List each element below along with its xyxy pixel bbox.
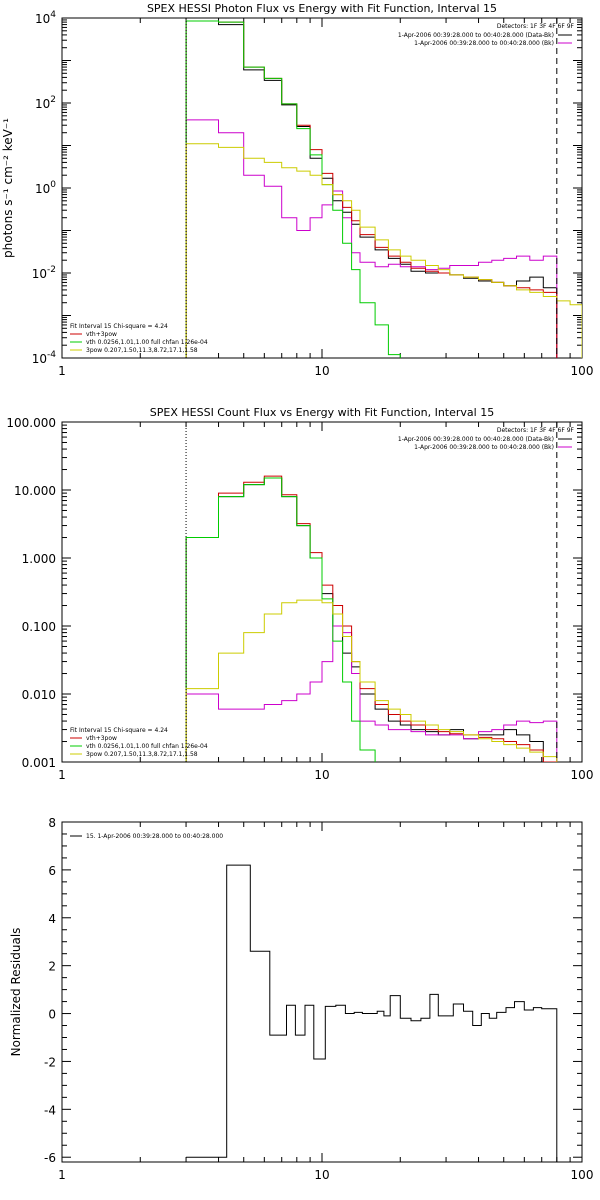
y-tick-label: 10-4	[32, 350, 57, 366]
x-tick-label: 10	[314, 1168, 329, 1182]
y-tick-label: -6	[44, 1151, 56, 1165]
x-tick-label: 10	[314, 768, 329, 782]
y-tick-base: 10	[32, 267, 47, 281]
y-axis-label: photons s⁻¹ cm⁻² keV⁻¹	[1, 118, 15, 258]
series-vth	[185, 20, 401, 358]
series-3pow	[185, 143, 582, 358]
legend-left-text: 3pow 0.207,1.50,11.3,8.72,17.1,1.58	[86, 751, 198, 758]
y-tick-label: 8	[48, 816, 56, 830]
plot-frame	[61, 17, 583, 359]
fit-summary-label: Fit Interval 15 Chi-square = 4.24	[70, 323, 168, 330]
x-tick-label: 10	[314, 364, 329, 378]
x-tick-label: 100	[571, 768, 594, 782]
series-group	[185, 20, 582, 358]
y-tick-base: 10	[35, 12, 50, 26]
y-tick-label: 2	[48, 960, 56, 974]
y-tick-label: -4	[44, 1103, 56, 1117]
y-tick-exponent: 4	[50, 10, 56, 20]
y-tick-label: 4	[48, 912, 56, 926]
series-vth-3pow	[185, 20, 558, 358]
chart-panel-3: 1 10 100 -6 -4 -2 0 2 4 6 8 Normalized Residuals 15.…	[9, 816, 593, 1182]
detectors-label: Detectors: 1F 3F 4F 6F 9F	[497, 23, 575, 30]
y-tick-label: 10.000	[14, 484, 56, 498]
y-tick-label: 10-2	[32, 265, 56, 281]
series-15-1-apr-2006-00-39-28-000-to-00-40-28-000	[186, 864, 558, 1162]
chart-title: SPEX HESSI Photon Flux vs Energy with Fi…	[147, 2, 497, 15]
chart-title: SPEX HESSI Count Flux vs Energy with Fit…	[150, 406, 494, 419]
y-tick-exponent: -2	[47, 265, 56, 275]
chart-panel-1: SPEX HESSI Photon Flux vs Energy with Fi…	[1, 2, 593, 378]
legend-left-text: vth+3pow	[86, 331, 117, 338]
y-tick-label: 6	[48, 864, 56, 878]
series-group	[185, 475, 558, 762]
legend-right-text: 1-Apr-2006 00:39:28.000 to 00:40:28.000 …	[398, 436, 554, 443]
legend-right-text: 1-Apr-2006 00:39:28.000 to 00:40:28.000 …	[414, 444, 554, 451]
plot-frame	[61, 821, 583, 1163]
y-tick-label: 100	[35, 180, 56, 196]
y-tick-label: 0.100	[22, 620, 56, 634]
legend-left-text: vth+3pow	[86, 735, 117, 742]
y-tick-label: 104	[35, 10, 56, 26]
series-data-bk	[185, 477, 558, 762]
legend-right-text: 1-Apr-2006 00:39:28.000 to 00:40:28.000 …	[414, 40, 554, 47]
y-tick-exponent: -4	[47, 350, 56, 360]
y-tick-exponent: 2	[50, 95, 56, 105]
x-tick-label: 1	[58, 364, 66, 378]
y-tick-exponent: 0	[50, 180, 56, 190]
legend-left-text: 15. 1-Apr-2006 00:39:28.000 to 00:40:28.…	[86, 833, 223, 840]
legend-left-text: 3pow 0.207,1.50,11.3,8.72,17.1,1.58	[86, 347, 198, 354]
y-tick-label: 100.000	[6, 416, 56, 430]
legend-left-text: vth 0.0256,1.01,1.00 full chfan 1.26e-04	[86, 339, 208, 346]
x-tick-label: 1	[58, 768, 66, 782]
detectors-label: Detectors: 1F 3F 4F 6F 9F	[497, 427, 575, 434]
y-tick-label: 1.000	[22, 552, 56, 566]
x-tick-label: 1	[58, 1168, 66, 1182]
legend-left-text: vth 0.0256,1.01,1.00 full chfan 1.26e-04	[86, 743, 208, 750]
series-data-bk	[185, 20, 558, 358]
y-tick-label: 102	[35, 95, 56, 111]
fit-summary-label: Fit Interval 15 Chi-square = 4.24	[70, 727, 168, 734]
y-tick-base: 10	[35, 182, 50, 196]
tick-marks	[61, 17, 582, 359]
series-group	[186, 864, 558, 1162]
y-tick-base: 10	[32, 352, 47, 366]
series-vth-3pow	[185, 475, 558, 762]
series-3pow	[185, 599, 558, 762]
x-tick-label: 100	[571, 364, 594, 378]
y-tick-label: -2	[44, 1055, 56, 1069]
chart-panel-2: SPEX HESSI Count Flux vs Energy with Fit…	[6, 406, 594, 782]
series-vth	[185, 477, 376, 762]
y-tick-base: 10	[35, 97, 50, 111]
y-tick-label: 0.001	[22, 756, 56, 770]
y-tick-label: 0	[48, 1008, 56, 1022]
series-bk	[185, 625, 558, 762]
y-axis-label: Normalized Residuals	[9, 928, 23, 1057]
legend-right-text: 1-Apr-2006 00:39:28.000 to 00:40:28.000 …	[398, 32, 554, 39]
series-bk	[185, 119, 558, 358]
y-tick-label: 0.010	[22, 688, 56, 702]
tick-marks	[61, 821, 582, 1162]
x-tick-label: 100	[571, 1168, 594, 1182]
